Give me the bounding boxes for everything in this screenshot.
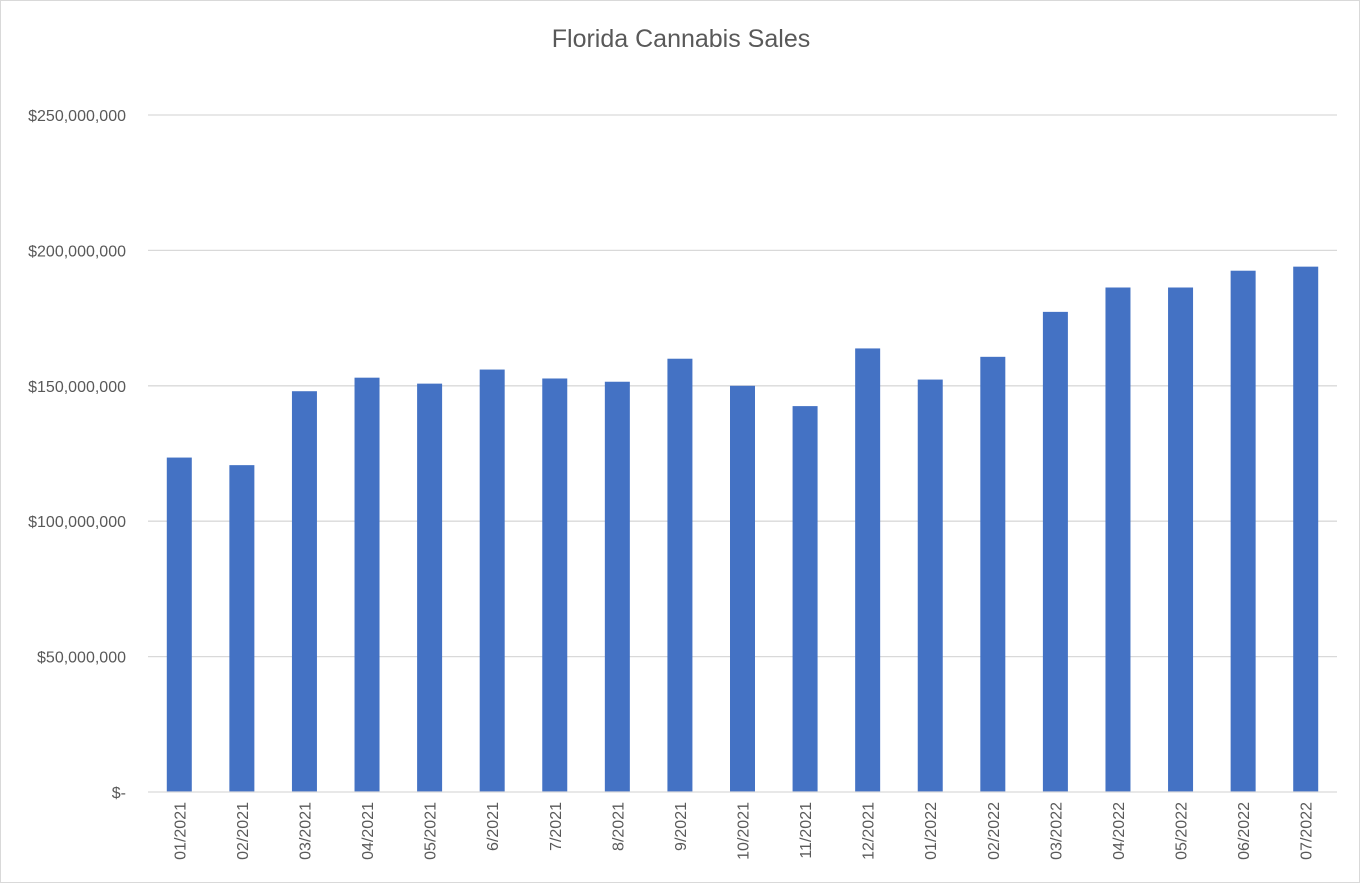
- bar: [417, 383, 443, 792]
- bar: [604, 381, 630, 792]
- x-tick-label: 01/2021: [172, 802, 189, 860]
- x-tick-label: 02/2022: [986, 802, 1003, 860]
- bar: [1042, 311, 1068, 792]
- x-tick-label: 05/2021: [423, 802, 440, 860]
- bar: [1230, 270, 1256, 793]
- y-tick-label: $150,000,000: [28, 379, 126, 396]
- chart-title: Florida Cannabis Sales: [552, 25, 810, 53]
- bar: [792, 406, 818, 792]
- bar: [855, 348, 881, 792]
- bar: [1168, 287, 1194, 792]
- y-tick-label: $100,000,000: [28, 514, 126, 531]
- bars: [166, 266, 1319, 793]
- x-tick-label: 10/2021: [736, 802, 753, 860]
- x-tick-label: 05/2022: [1174, 802, 1191, 860]
- x-tick-label: 04/2022: [1111, 802, 1128, 860]
- x-tick-label: 6/2021: [485, 802, 502, 851]
- bar: [354, 377, 380, 792]
- x-tick-label: 04/2021: [360, 802, 377, 860]
- x-tick-label: 01/2022: [923, 802, 940, 860]
- y-tick-label: $-: [112, 785, 126, 802]
- y-axis-labels: $- $50,000,000 $100,000,000 $150,000,000 $20…: [28, 108, 126, 802]
- y-tick-label: $250,000,000: [28, 108, 126, 125]
- x-tick-label: 12/2021: [861, 802, 878, 860]
- x-tick-label: 06/2022: [1236, 802, 1253, 860]
- bar: [542, 378, 568, 792]
- bar: [229, 465, 255, 792]
- x-tick-label: 7/2021: [548, 802, 565, 851]
- x-tick-label: 8/2021: [610, 802, 627, 851]
- x-tick-label: 03/2022: [1048, 802, 1065, 860]
- bar: [730, 385, 755, 792]
- bar: [166, 457, 192, 792]
- bar: [291, 391, 317, 792]
- bar: [1293, 266, 1319, 792]
- x-tick-label: 07/2022: [1299, 802, 1316, 860]
- x-axis-labels: 01/2021 02/2021 03/2021 04/2021 05/2021 6/202…: [172, 802, 1315, 860]
- x-tick-label: 02/2021: [235, 802, 252, 860]
- y-tick-label: $200,000,000: [28, 243, 126, 260]
- bar: [1105, 287, 1131, 792]
- bar: [667, 358, 693, 792]
- x-tick-label: 9/2021: [673, 802, 690, 851]
- y-tick-label: $50,000,000: [37, 650, 126, 667]
- bar: [917, 379, 943, 792]
- bar: [479, 369, 505, 792]
- x-tick-label: 03/2021: [297, 802, 314, 860]
- bar: [980, 356, 1006, 792]
- x-tick-label: 11/2021: [798, 802, 815, 859]
